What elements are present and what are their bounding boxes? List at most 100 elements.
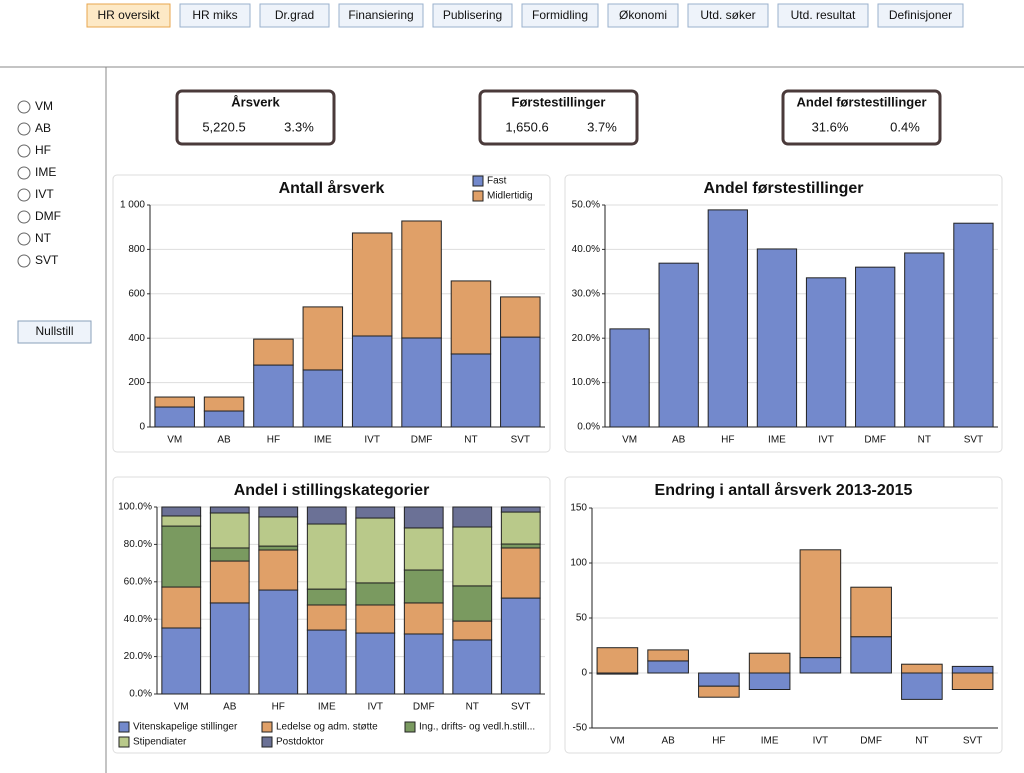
radio-button[interactable] [17, 166, 31, 180]
kpi-change: 0.4% [890, 119, 920, 134]
x-tick-label: DMF [413, 702, 435, 713]
radio-label[interactable]: SVT [35, 253, 59, 267]
tab-label[interactable]: Publisering [443, 8, 502, 22]
bar-segment [161, 586, 202, 629]
bar-segment [500, 506, 541, 513]
bar-segment [351, 232, 393, 337]
reset-button[interactable] [17, 320, 92, 344]
bar-segment [258, 506, 299, 518]
kpi-title: Førstestillinger [512, 94, 606, 109]
tab[interactable] [777, 3, 869, 28]
radio-button[interactable] [17, 122, 31, 136]
bar-segment [306, 506, 347, 525]
tab-label[interactable]: Definisjoner [889, 8, 952, 22]
legend-swatch [404, 721, 416, 733]
legend-label: Postdoktor [276, 737, 324, 748]
bar-segment [209, 602, 250, 695]
radio-label[interactable]: IME [35, 165, 56, 179]
tab[interactable] [432, 3, 513, 28]
legend-label: Fast [487, 176, 507, 187]
bar-segment [452, 506, 493, 528]
bar-segment [306, 604, 347, 631]
bar-segment [355, 582, 396, 606]
bar-segment [450, 280, 492, 355]
radio-button[interactable] [17, 100, 31, 114]
bar-segment [500, 597, 541, 695]
y-tick-label: 0.0% [577, 422, 600, 433]
y-tick-label: 40.0% [572, 244, 600, 255]
y-tick-label: 800 [128, 244, 145, 255]
tab-label[interactable]: Utd. søker [700, 8, 755, 22]
y-tick-label: 50 [576, 613, 588, 624]
radio-button[interactable] [17, 232, 31, 246]
bar-segment [450, 353, 492, 428]
tab-label[interactable]: Utd. resultat [791, 8, 856, 22]
radio-label[interactable]: DMF [35, 209, 61, 223]
radio-label[interactable]: NT [35, 231, 52, 245]
legend-swatch [472, 190, 484, 202]
legend-swatch [118, 736, 130, 748]
y-tick-label: 50.0% [572, 200, 600, 211]
y-tick-label: 10.0% [572, 377, 600, 388]
bar-segment [209, 506, 250, 514]
radio-button[interactable] [17, 210, 31, 224]
radio-button[interactable] [17, 254, 31, 268]
bar-segment [647, 649, 689, 662]
bar-segment [799, 657, 842, 674]
radio-label[interactable]: IVT [35, 187, 54, 201]
y-tick-label: 150 [570, 503, 587, 514]
tab-label[interactable]: Finansiering [348, 8, 413, 22]
x-tick-label: NT [466, 702, 479, 713]
tab[interactable] [179, 3, 251, 28]
kpi-title: Andel førstestillinger [796, 94, 926, 109]
kpi-title: Årsverk [231, 94, 280, 109]
tab[interactable] [877, 3, 964, 28]
x-tick-label: HF [721, 435, 734, 446]
bar-segment [302, 369, 344, 428]
x-tick-label: AB [217, 435, 231, 446]
kpi-box [781, 89, 942, 146]
tab-label[interactable]: HR oversikt [97, 8, 160, 22]
bar-segment [203, 410, 245, 428]
bar-segment [306, 588, 347, 606]
tab[interactable] [86, 3, 171, 28]
y-tick-label: -50 [573, 723, 588, 734]
bar-segment [403, 633, 444, 695]
tab[interactable] [259, 3, 330, 28]
radio-label[interactable]: HF [35, 143, 51, 157]
kpi-value: 31.6% [812, 119, 849, 134]
tab-label[interactable]: Formidling [532, 8, 588, 22]
tab-label[interactable]: Dr.grad [275, 8, 314, 22]
bar-segment [161, 515, 202, 527]
x-tick-label: DMF [860, 736, 882, 747]
reset-button-label[interactable]: Nullstill [35, 324, 73, 338]
y-tick-label: 600 [128, 288, 145, 299]
radio-label[interactable]: AB [35, 121, 51, 135]
tab-label[interactable]: Økonomi [619, 8, 667, 22]
bar-segment [401, 337, 442, 428]
bar-segment [500, 511, 541, 545]
kpi-change: 3.3% [284, 119, 314, 134]
tab[interactable] [607, 3, 679, 28]
tab-label[interactable]: HR miks [192, 8, 237, 22]
radio-button[interactable] [17, 144, 31, 158]
bar-segment [306, 629, 347, 695]
radio-label[interactable]: VM [35, 99, 53, 113]
bar-segment [748, 672, 791, 690]
y-tick-label: 100 [570, 558, 587, 569]
x-tick-label: DMF [864, 435, 886, 446]
bar-segment [203, 396, 245, 412]
x-tick-label: DMF [411, 435, 433, 446]
x-tick-label: HF [267, 435, 280, 446]
x-tick-label: IVT [818, 435, 834, 446]
tab[interactable] [338, 3, 424, 28]
bar [658, 262, 699, 428]
x-tick-label: VM [167, 435, 182, 446]
tab[interactable] [687, 3, 769, 28]
bar-segment [951, 665, 994, 674]
tab[interactable] [521, 3, 599, 28]
x-tick-label: VM [610, 736, 625, 747]
y-tick-label: 30.0% [572, 288, 600, 299]
radio-button[interactable] [17, 188, 31, 202]
